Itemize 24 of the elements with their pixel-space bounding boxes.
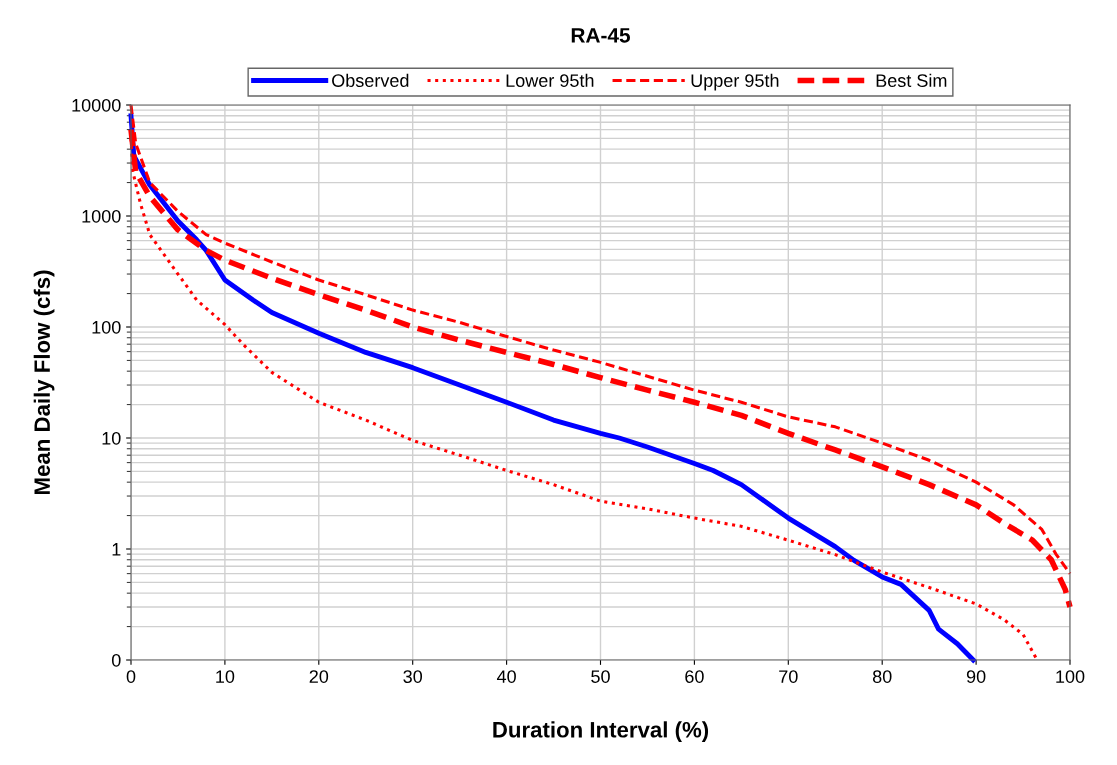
y-tick-label: 10000 [72,98,121,112]
x-tick-label: 60 [685,670,704,683]
legend-label: Lower 95th [506,73,594,87]
y-tick-label: 0 [111,653,121,667]
x-tick-label: 0 [126,670,136,683]
legend-label: Observed [332,73,409,87]
chart-title: RA-45 [571,28,631,43]
x-tick-label: 50 [591,670,610,683]
y-axis-title: Mean Daily Flow (cfs) [33,270,55,494]
y-tick-label: 1 [112,543,121,556]
x-axis-title: Duration Interval (%) [493,721,709,742]
y-tick-label: 1000 [82,209,121,223]
legend-label: Upper 95th [691,73,779,91]
x-tick-label: 30 [403,670,423,683]
x-tick-label: 80 [872,670,892,683]
x-tick-label: 100 [1056,670,1085,683]
x-tick-label: 70 [779,670,798,683]
y-tick-label: 10 [102,431,121,445]
x-tick-label: 90 [966,670,986,683]
x-tick-label: 40 [496,670,516,683]
x-tick-label: 20 [309,670,329,683]
y-tick-label: 100 [92,320,121,334]
x-tick-label: 10 [216,670,235,683]
legend-label: Best Sim [876,73,947,87]
